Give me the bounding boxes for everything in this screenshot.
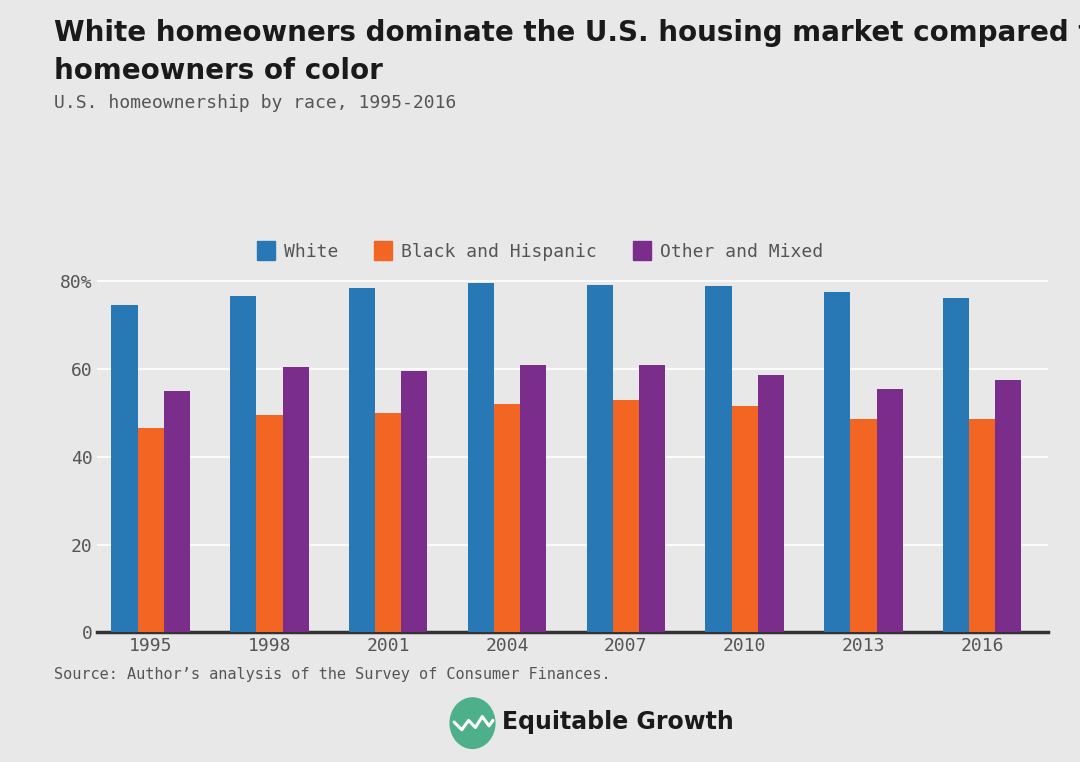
Bar: [996, 380, 1022, 632]
Bar: [230, 296, 256, 632]
Bar: [349, 287, 375, 632]
Text: White homeowners dominate the U.S. housing market compared to: White homeowners dominate the U.S. housi…: [54, 19, 1080, 47]
Bar: [850, 419, 877, 632]
Bar: [111, 306, 137, 632]
Bar: [586, 284, 612, 632]
Bar: [402, 371, 428, 632]
Bar: [824, 292, 850, 632]
Text: Equitable Growth: Equitable Growth: [502, 710, 734, 735]
Bar: [375, 413, 402, 632]
Bar: [164, 391, 190, 632]
Text: Source: Author’s analysis of the Survey of Consumer Finances.: Source: Author’s analysis of the Survey …: [54, 667, 610, 682]
Bar: [494, 404, 521, 632]
Bar: [731, 406, 758, 632]
Bar: [705, 287, 731, 632]
Ellipse shape: [450, 698, 495, 748]
Bar: [943, 298, 969, 632]
Bar: [256, 415, 283, 632]
Text: U.S. homeownership by race, 1995-2016: U.S. homeownership by race, 1995-2016: [54, 94, 457, 113]
Bar: [969, 419, 996, 632]
Bar: [758, 376, 784, 632]
Legend: White, Black and Hispanic, Other and Mixed: White, Black and Hispanic, Other and Mix…: [257, 242, 823, 261]
Text: homeowners of color: homeowners of color: [54, 57, 383, 85]
Bar: [468, 283, 494, 632]
Bar: [137, 428, 164, 632]
Bar: [877, 389, 903, 632]
Bar: [283, 367, 309, 632]
Bar: [639, 364, 665, 632]
Bar: [612, 399, 639, 632]
Bar: [521, 364, 546, 632]
